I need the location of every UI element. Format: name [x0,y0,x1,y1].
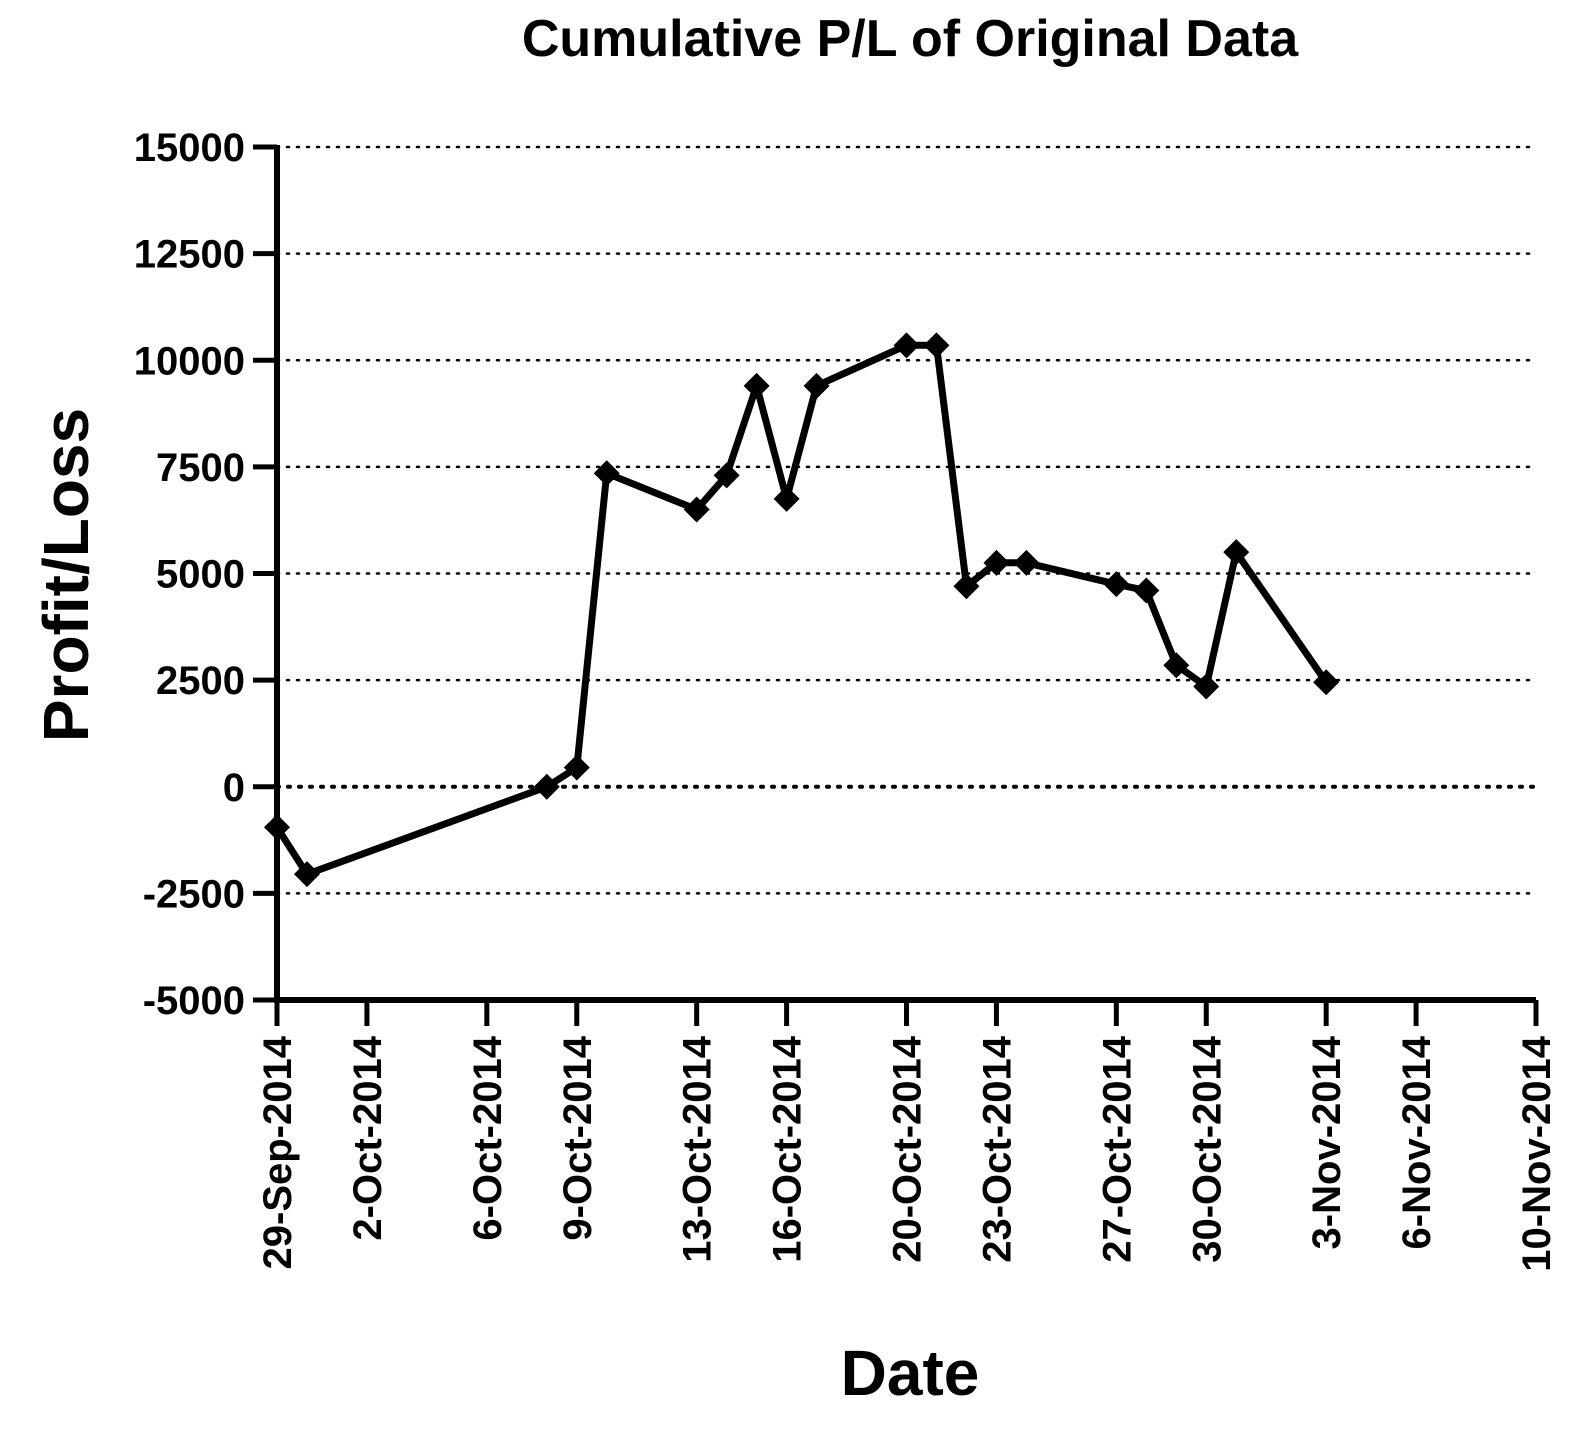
x-tick-label: 16-Oct-2014 [766,1035,810,1263]
data-point-marker [533,773,560,800]
y-tick-label: 10000 [134,339,245,383]
data-point-marker [1193,673,1220,700]
data-point-marker [683,496,710,523]
y-tick-label: -5000 [143,979,245,1023]
data-point-marker [1223,539,1250,566]
x-tick-label: 30-Oct-2014 [1185,1035,1229,1263]
x-tick-label: 27-Oct-2014 [1095,1035,1139,1263]
data-point-marker [1013,549,1040,576]
series-line [273,341,1330,878]
data-point-marker [264,814,290,841]
data-point-marker [983,549,1010,576]
x-tick-label: 29-Sep-2014 [256,1035,300,1269]
data-point-marker [1163,652,1190,679]
data-point-marker [563,754,590,781]
data-point-marker [293,861,320,888]
x-axis-ticks: 29-Sep-2014 2-Oct-2014 6-Oct-2014 9-Oct-201… [256,1000,1559,1272]
x-tick-label: 13-Oct-2014 [676,1035,720,1263]
data-point-marker [1133,577,1160,604]
x-tick-label: 3-Nov-2014 [1305,1035,1349,1249]
data-point-marker [953,573,980,600]
data-point-marker [773,485,800,512]
data-point-marker [923,332,950,359]
x-tick-label: 10-Nov-2014 [1515,1035,1559,1271]
y-axis-title: Profit/Loss [30,408,102,742]
x-tick-label: 23-Oct-2014 [975,1035,1019,1263]
data-point-marker [1103,571,1130,598]
y-tick-label: 7500 [156,446,245,490]
data-point-marker [713,462,740,489]
y-axis-ticks: 15000 12500 10000 7500 5000 2500 0 -2500 -5000 [134,126,277,1023]
data-point-marker [593,460,620,487]
x-tick-label: 6-Oct-2014 [466,1035,510,1240]
chart-title: Cumulative P/L of Original Data [522,10,1299,68]
y-tick-label: 2500 [156,659,245,703]
x-tick-label: 20-Oct-2014 [886,1035,930,1263]
data-point-marker [1313,669,1340,696]
y-tick-label: 15000 [134,126,245,170]
y-tick-label: 0 [223,766,245,810]
data-series [264,332,1340,888]
x-tick-label: 6-Nov-2014 [1395,1035,1439,1249]
data-point-marker [743,372,770,399]
gridlines [275,145,1538,895]
y-tick-label: -2500 [143,872,245,916]
x-tick-label: 2-Oct-2014 [346,1035,390,1240]
data-point-marker [803,372,830,399]
data-point-marker [893,332,920,359]
y-tick-label: 5000 [156,553,245,597]
y-tick-label: 12500 [134,233,245,277]
x-tick-label: 9-Oct-2014 [556,1035,600,1240]
x-axis-title: Date [841,1337,980,1409]
